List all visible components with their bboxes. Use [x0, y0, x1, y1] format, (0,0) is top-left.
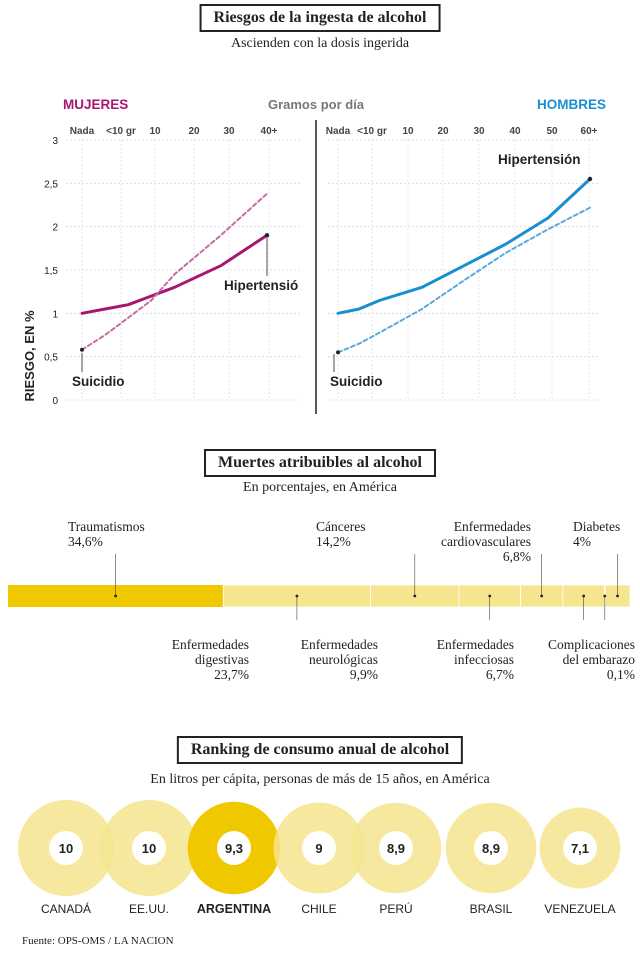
- w-x-tick-label: 40+: [261, 126, 278, 137]
- deaths-bar: [8, 554, 631, 620]
- m-x-tick-label: 30: [473, 126, 485, 137]
- leader-dot: [616, 594, 619, 598]
- w-endpoint: [264, 233, 270, 238]
- traumatismos-label: Traumatismos 34,6%: [68, 519, 145, 549]
- m-x-tick-label: 10: [402, 126, 414, 137]
- w-startpoint: [80, 347, 84, 352]
- mujeres-header: MUJERES: [63, 97, 128, 112]
- y-tick-label: 2,5: [44, 179, 58, 190]
- m-series-suicidio: [337, 206, 591, 354]
- neurologicas-label: Enfermedades neurológicas 9,9%: [300, 637, 378, 682]
- m-x-tick-label: 60+: [581, 126, 598, 137]
- leader-dot: [582, 594, 586, 598]
- deaths-title: Muertes atribuibles al alcohol: [204, 449, 436, 477]
- w-series-suicidio: [81, 192, 268, 351]
- m-x-tick-label: 20: [437, 126, 449, 137]
- leader-dot: [540, 594, 544, 598]
- ranking-value-label: 7,1: [571, 841, 589, 856]
- m-series-hipertension: [336, 177, 592, 315]
- x-axis-title: Gramos por día: [268, 97, 365, 112]
- country-label: EE.UU.: [128, 902, 170, 916]
- ranking-value-disc: [217, 831, 251, 865]
- digestivas-label: Enfermedades digestivas 23,7%: [171, 637, 249, 682]
- w-x-tick-label: 10: [149, 126, 161, 137]
- w-suicidio-label: Suicidio: [72, 374, 125, 389]
- country-label: ARGENTINA: [196, 902, 272, 916]
- m-endpoint: [587, 176, 593, 182]
- ranking-title: Ranking de consumo anual de alcohol: [176, 736, 464, 764]
- cardiovasculares-label: Enfermedades cardiovasculares 6,8%: [441, 519, 531, 564]
- m-x-tick-label: 50: [546, 126, 558, 137]
- country-label: BRASIL: [469, 902, 513, 916]
- leader-dot: [488, 594, 492, 598]
- ranking-circles: 10 10 9,3 9 8,9 8,9 7,1: [18, 800, 621, 896]
- ranking-value-disc: [474, 831, 508, 865]
- y-tick-label: 1: [52, 309, 58, 320]
- m-x-tick-label: 40: [509, 126, 521, 137]
- ranking-value-disc: [132, 831, 166, 865]
- ranking-value-label: 9,3: [225, 841, 243, 856]
- y-tick-label: 1,5: [44, 266, 58, 277]
- m-x-tick-label: <10 gr: [357, 126, 387, 137]
- m-suicidio-label: Suicidio: [330, 374, 383, 389]
- y-tick-label: 0: [52, 396, 58, 407]
- country-label: CHILE: [301, 902, 337, 916]
- y-tick-label: 3: [52, 136, 58, 147]
- m-hipertension-label: Hipertensión: [498, 152, 581, 167]
- country-label: PERÚ: [379, 902, 413, 916]
- ranking-value-disc: [379, 831, 413, 865]
- m-x-tick-label: Nada: [326, 126, 351, 137]
- ranking-value-label: 10: [142, 841, 156, 856]
- source-note: Fuente: OPS-OMS / LA NACION: [22, 935, 174, 947]
- w-series-hipertension: [80, 233, 269, 315]
- ranking-value-label: 8,9: [387, 841, 405, 856]
- embarazo-label: Complicaciones del embarazo 0,1%: [548, 637, 635, 682]
- m-startpoint: [336, 350, 340, 355]
- w-x-tick-label: 20: [188, 126, 200, 137]
- infecciosas-label: Enfermedades infecciosas 6,7%: [436, 637, 514, 682]
- leader-dot: [114, 594, 118, 598]
- deaths-subtitle: En porcentajes, en América: [243, 480, 397, 495]
- risk-charts: MUJERES Gramos por día HOMBRES RIESGO, E…: [22, 97, 606, 414]
- ranking-value-disc: [302, 831, 336, 865]
- diabetes-label: Diabetes 4%: [573, 519, 621, 549]
- ranking-value-label: 9: [315, 841, 322, 856]
- hombres-header: HOMBRES: [537, 97, 606, 112]
- risk-subtitle: Ascienden con la dosis ingerida: [230, 36, 410, 51]
- y-tick-label: 2: [52, 223, 58, 234]
- w-x-tick-label: 30: [223, 126, 235, 137]
- ranking-value-disc: [49, 831, 83, 865]
- country-label: CANADÁ: [40, 902, 92, 916]
- country-label: VENEZUELA: [544, 902, 616, 916]
- leader-dot: [413, 594, 417, 598]
- leader-dot: [295, 594, 299, 598]
- ranking-value-disc: [563, 831, 597, 865]
- risk-title: Riesgos de la ingesta de alcohol: [199, 4, 441, 32]
- leader-dot: [603, 594, 607, 598]
- ranking-subtitle: En litros per cápita, personas de más de…: [150, 772, 490, 787]
- y-axis-title: RIESGO, EN %: [22, 310, 37, 401]
- y-tick-label: 0,5: [44, 353, 58, 364]
- w-hipertension-label: Hipertensió: [224, 278, 298, 293]
- canceres-label: Cánceres 14,2%: [316, 519, 366, 549]
- ranking-value-label: 8,9: [482, 841, 500, 856]
- ranking-value-label: 10: [59, 841, 73, 856]
- w-x-tick-label: <10 gr: [106, 126, 136, 137]
- w-x-tick-label: Nada: [70, 126, 95, 137]
